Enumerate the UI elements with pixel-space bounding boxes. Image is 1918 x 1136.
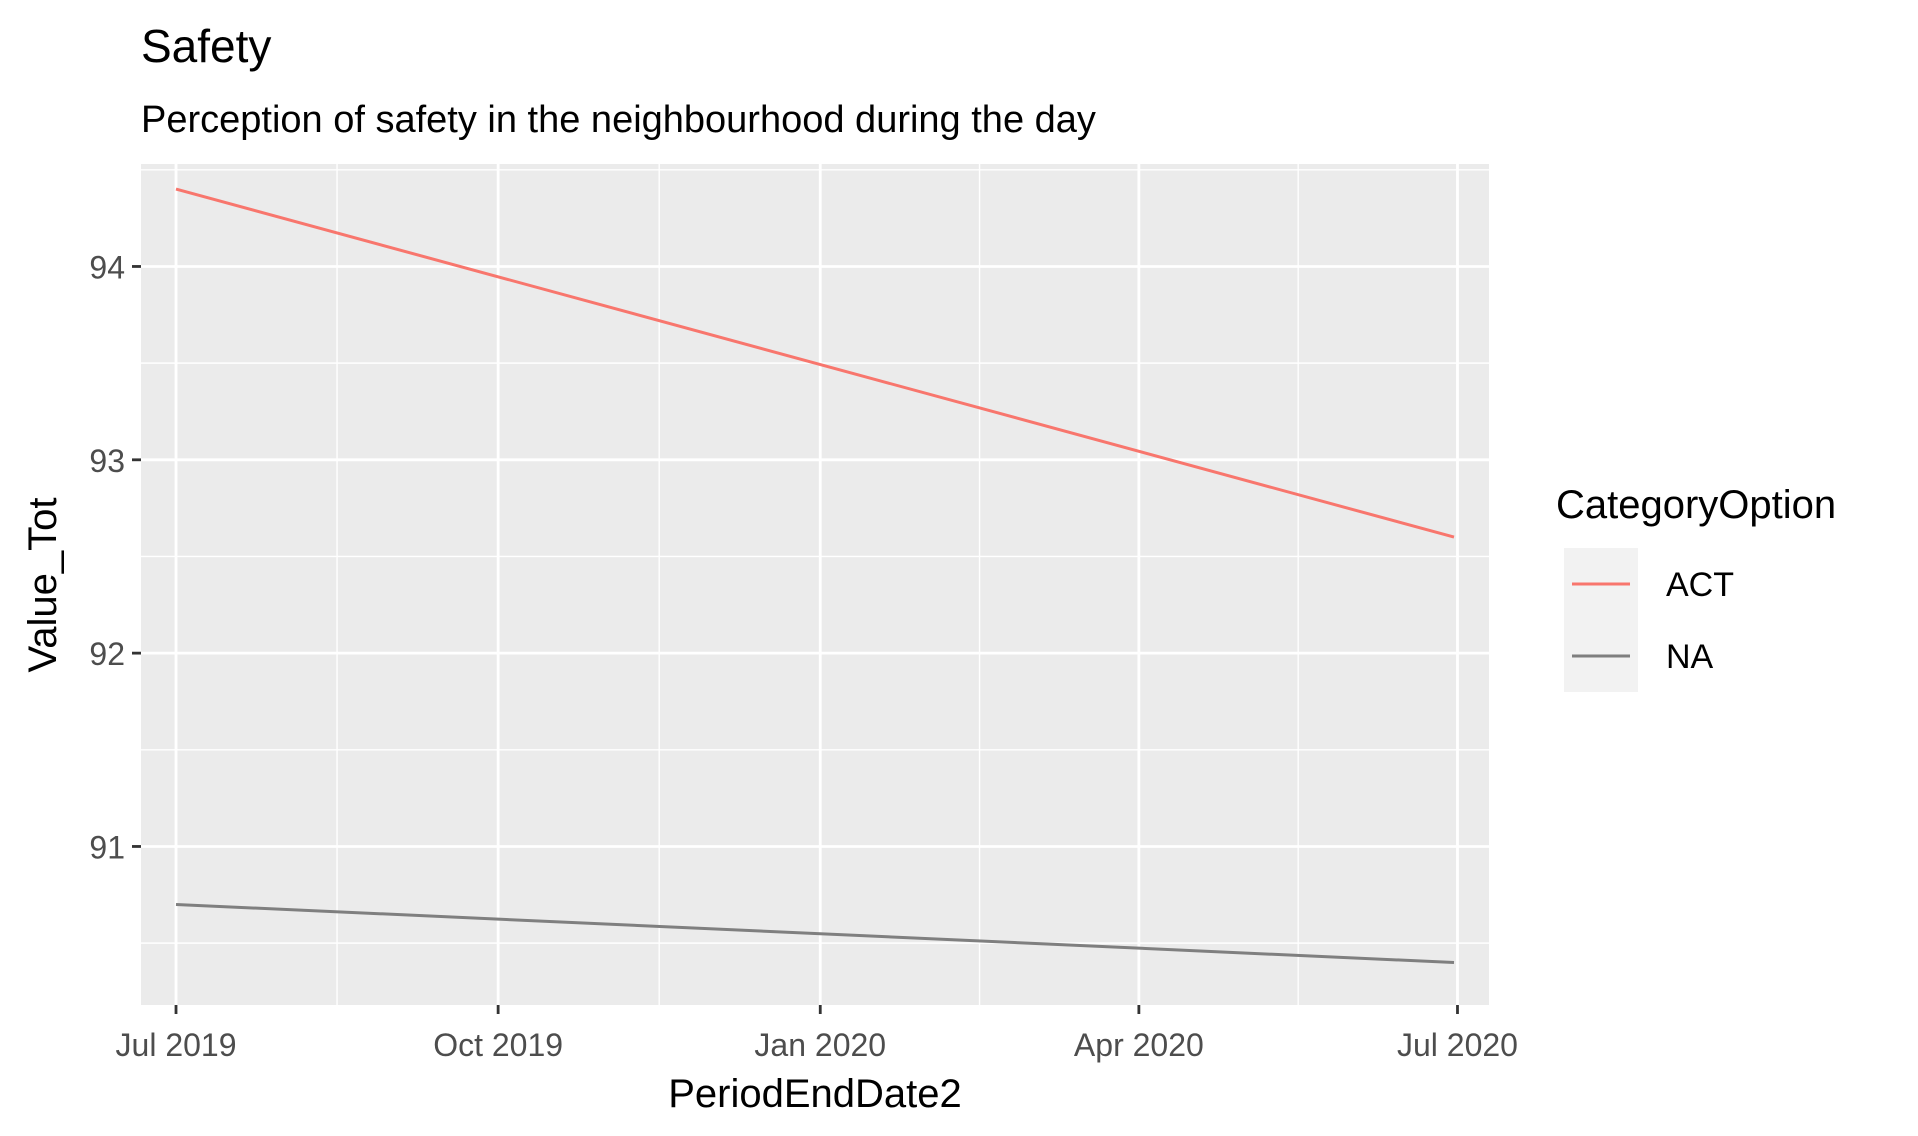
x-tick-label: Jul 2020	[1397, 1027, 1518, 1063]
x-tick-label: Oct 2019	[433, 1027, 563, 1063]
minor-gridlines	[141, 164, 1489, 1005]
x-axis: Jul 2019 Oct 2019 Jan 2020 Apr 2020 Jul 2020	[116, 1005, 1518, 1063]
series-line-act	[175, 187, 1455, 539]
legend-label: NA	[1666, 638, 1714, 676]
plot-panel	[141, 164, 1489, 1005]
y-axis-label: Value_Tot	[21, 498, 65, 673]
y-tick-label: 92	[89, 636, 125, 672]
y-axis: 91 92 93 94	[89, 249, 141, 865]
y-tick-label: 94	[89, 249, 125, 285]
series-lines	[175, 187, 1455, 964]
chart-title: Safety	[141, 20, 271, 72]
x-tick-label: Jul 2019	[116, 1027, 237, 1063]
legend-label: ACT	[1666, 566, 1734, 604]
chart-subtitle: Perception of safety in the neighbourhoo…	[141, 99, 1096, 141]
major-gridlines	[141, 164, 1489, 1005]
x-tick-label: Jan 2020	[754, 1027, 886, 1063]
legend: CategoryOption ACT NA	[1556, 483, 1836, 692]
x-axis-label: PeriodEndDate2	[668, 1072, 962, 1116]
legend-title: CategoryOption	[1556, 483, 1836, 527]
legend-keys: ACT NA	[1564, 548, 1734, 692]
y-tick-label: 91	[89, 829, 125, 865]
y-tick-label: 93	[89, 443, 125, 479]
series-line-na	[175, 903, 1455, 964]
x-tick-label: Apr 2020	[1074, 1027, 1204, 1063]
